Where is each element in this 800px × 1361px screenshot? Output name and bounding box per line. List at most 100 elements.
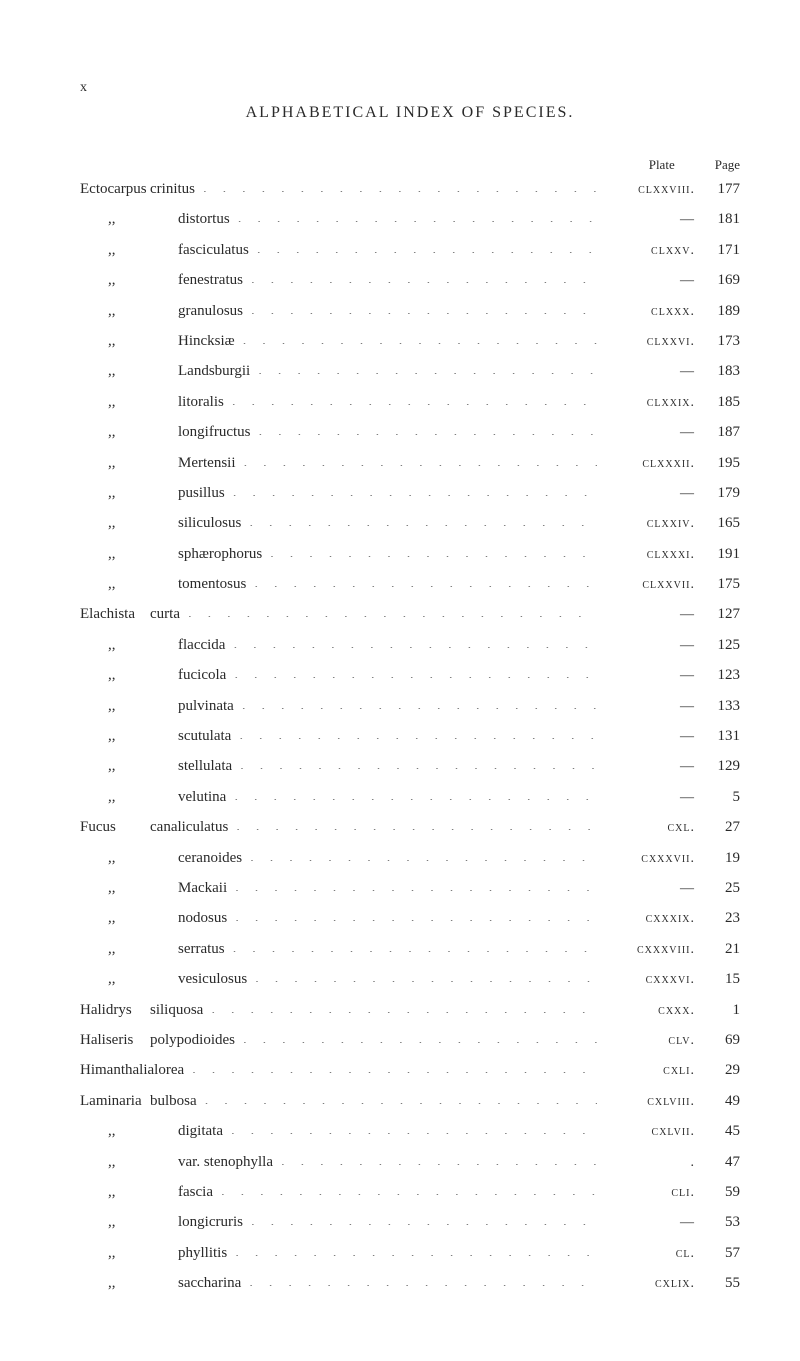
ditto-mark: ,, — [80, 937, 178, 961]
leader-dots — [188, 602, 597, 618]
page-number-value: 173 — [695, 329, 740, 353]
ditto-mark: ,, — [80, 724, 178, 748]
ditto-mark: ,, — [80, 846, 178, 870]
page-number-value: 23 — [695, 906, 740, 930]
species-label: longifructus — [178, 420, 251, 444]
page-number: x — [80, 80, 740, 96]
leader-dots — [221, 1180, 597, 1196]
index-entry: ,,longifructus—187 — [80, 420, 740, 444]
page-number-value: 59 — [695, 1180, 740, 1204]
ditto-mark: ,, — [80, 542, 178, 566]
ditto-mark: ,, — [80, 511, 178, 535]
page-number-value: 25 — [695, 876, 740, 900]
plate-number: . — [605, 1152, 695, 1174]
leader-dots — [211, 998, 597, 1014]
page-number-value: 181 — [695, 207, 740, 231]
index-entry: ,,litoralisclxxix.185 — [80, 390, 740, 414]
leader-dots — [235, 876, 597, 892]
species-label: siliquosa — [150, 998, 203, 1022]
page-number-value: 133 — [695, 694, 740, 718]
plate-number: — — [605, 483, 695, 505]
ditto-mark: ,, — [80, 207, 178, 231]
species-label: phyllitis — [178, 1241, 227, 1265]
page-number-value: 1 — [695, 998, 740, 1022]
leader-dots — [243, 329, 597, 345]
species-label: sphærophorus — [178, 542, 262, 566]
plate-number: cxxxvi. — [605, 969, 695, 991]
plate-number: clxxxii. — [605, 453, 695, 475]
page-number-value: 127 — [695, 602, 740, 626]
index-entry: ,,digitatacxlvii.45 — [80, 1119, 740, 1143]
plate-number: — — [605, 422, 695, 444]
species-label: granulosus — [178, 299, 243, 323]
plate-number: — — [605, 604, 695, 626]
leader-dots — [270, 542, 597, 558]
index-entry: ,,Hincksiæclxxvi.173 — [80, 329, 740, 353]
index-entry: ,,Mackaii—25 — [80, 876, 740, 900]
index-entry: ,,velutina—5 — [80, 785, 740, 809]
plate-number: — — [605, 756, 695, 778]
plate-number: — — [605, 635, 695, 657]
index-entry: ,,pulvinata—133 — [80, 694, 740, 718]
leader-dots — [251, 1210, 597, 1226]
species-label: var. stenophylla — [178, 1150, 273, 1174]
species-label: bulbosa — [150, 1089, 197, 1113]
leader-dots — [257, 238, 597, 254]
species-label: serratus — [178, 937, 225, 961]
leader-dots — [254, 572, 597, 588]
species-label: ceranoides — [178, 846, 242, 870]
species-label: Hincksiæ — [178, 329, 235, 353]
index-entry: Fucuscanaliculatuscxl.27 — [80, 815, 740, 839]
column-headers: Plate Page — [80, 157, 740, 173]
index-entry: ,,granulosusclxxx.189 — [80, 299, 740, 323]
plate-number: clxxvi. — [605, 331, 695, 353]
ditto-mark: ,, — [80, 754, 178, 778]
page-number-value: 187 — [695, 420, 740, 444]
leader-dots — [192, 1058, 597, 1074]
plate-number: — — [605, 787, 695, 809]
ditto-mark: ,, — [80, 481, 178, 505]
page-number-value: 47 — [695, 1150, 740, 1174]
ditto-mark: ,, — [80, 1271, 178, 1295]
page-number-value: 123 — [695, 663, 740, 687]
index-entry: ,,ceranoidescxxxvii.19 — [80, 846, 740, 870]
leader-dots — [235, 906, 597, 922]
plate-number: cl. — [605, 1243, 695, 1265]
leader-dots — [203, 177, 597, 193]
page-number-value: 57 — [695, 1241, 740, 1265]
index-entry: Haliserispolypodioidesclv.69 — [80, 1028, 740, 1052]
species-label: stellulata — [178, 754, 232, 778]
page-number-value: 189 — [695, 299, 740, 323]
ditto-mark: ,, — [80, 572, 178, 596]
page-number-value: 27 — [695, 815, 740, 839]
plate-number: — — [605, 726, 695, 748]
ditto-mark: ,, — [80, 1241, 178, 1265]
species-label: distortus — [178, 207, 230, 231]
species-label: fucicola — [178, 663, 226, 687]
page-number-value: 169 — [695, 268, 740, 292]
genus-label: Laminaria — [80, 1089, 150, 1113]
plate-number: — — [605, 696, 695, 718]
plate-number: cxlvii. — [605, 1121, 695, 1143]
genus-label: Ectocarpus — [80, 177, 150, 201]
ditto-mark: ,, — [80, 451, 178, 475]
plate-number: cxxx. — [605, 1000, 695, 1022]
index-entry: Ectocarpuscrinitusclxxviii.177 — [80, 177, 740, 201]
ditto-mark: ,, — [80, 359, 178, 383]
leader-dots — [233, 481, 597, 497]
page-number-value: 21 — [695, 937, 740, 961]
plate-number: cxxxix. — [605, 908, 695, 930]
species-label: lorea — [154, 1058, 184, 1082]
index-entry: ,,tomentosusclxxvii.175 — [80, 572, 740, 596]
page-number-value: 179 — [695, 481, 740, 505]
plate-number: cxxxviii. — [605, 939, 695, 961]
leader-dots — [239, 724, 597, 740]
species-label: longicruris — [178, 1210, 243, 1234]
species-label: crinitus — [150, 177, 195, 201]
index-entry: ,,longicruris—53 — [80, 1210, 740, 1234]
index-entry: ,,sphærophorusclxxxi.191 — [80, 542, 740, 566]
ditto-mark: ,, — [80, 1119, 178, 1143]
leader-dots — [233, 633, 597, 649]
plate-number: — — [605, 270, 695, 292]
index-entry: Laminariabulbosacxlviii.49 — [80, 1089, 740, 1113]
